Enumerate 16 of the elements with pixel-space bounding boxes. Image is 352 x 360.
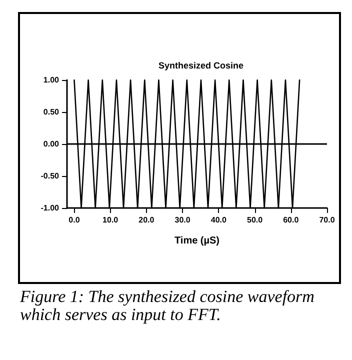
x-tick-label: 10.0 [102, 216, 119, 224]
x-axis-title: Time (µS) [174, 236, 220, 246]
x-tick-label: 20.0 [138, 216, 155, 224]
y-tick-label: -1.00 [40, 204, 60, 212]
caption: Figure 1: The synthesized cosine waveform which serves as input to FFT. [20, 287, 316, 324]
x-tick-label: 0.0 [68, 216, 80, 224]
x-tick-label: 60.0 [283, 216, 300, 224]
x-tick-label: 70.0 [319, 216, 336, 224]
x-tick-label: 50.0 [246, 216, 264, 224]
x-tick-label: 30.0 [174, 216, 191, 224]
chart-title: Synthesized Cosine [158, 60, 244, 70]
y-tick-label: -0.50 [40, 172, 60, 180]
y-tick-label: 1.00 [43, 76, 60, 84]
y-tick-label: 0.50 [43, 108, 60, 116]
y-tick-label: 0.00 [43, 140, 60, 148]
x-tick-label: 40.0 [210, 216, 227, 224]
